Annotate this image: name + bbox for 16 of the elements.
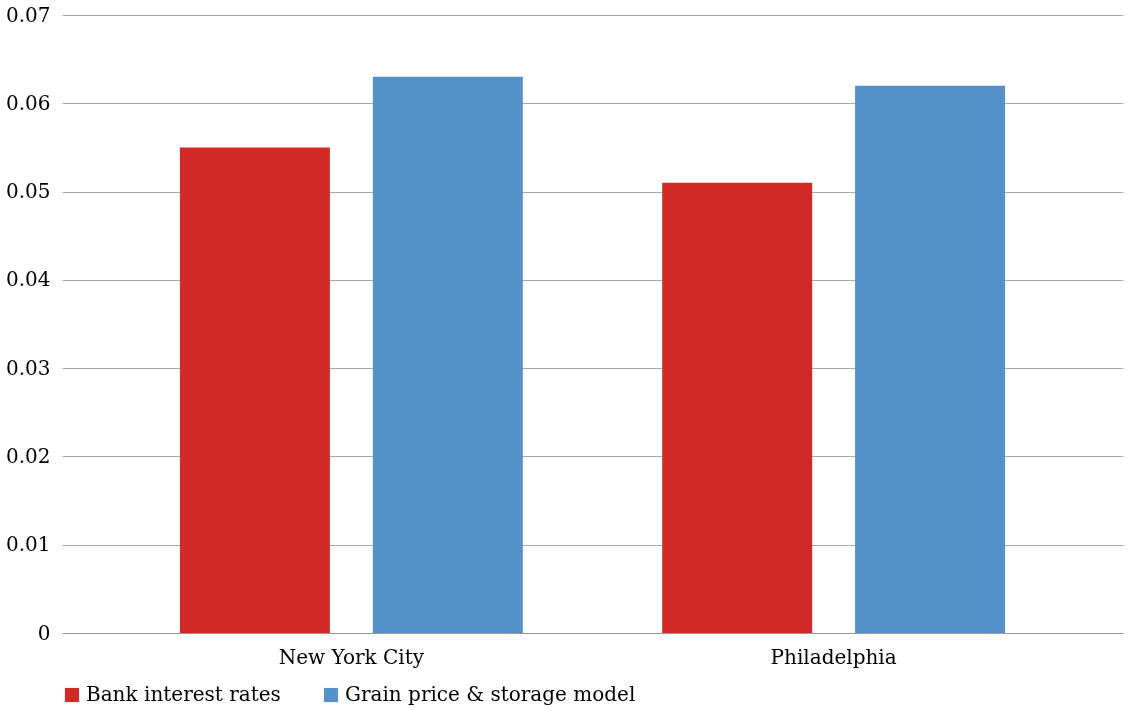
y-tick-label: 0.06	[5, 90, 51, 115]
y-tick-label: 0.05	[5, 179, 51, 204]
legend-label: Grain price & storage model	[345, 682, 636, 706]
x-tick-label: Philadelphia	[770, 644, 897, 669]
x-tick-label: New York City	[278, 644, 425, 669]
y-tick-label: 0.04	[5, 267, 51, 292]
y-tick-label: 0	[37, 620, 51, 645]
bar	[372, 76, 523, 633]
y-tick-label: 0.07	[5, 2, 51, 27]
y-tick-label: 0.02	[5, 443, 51, 468]
bar	[662, 182, 813, 633]
y-tick-label: 0.01	[5, 532, 51, 557]
bar	[179, 147, 330, 633]
legend-label: Bank interest rates	[86, 682, 281, 706]
bar	[855, 85, 1006, 633]
y-tick-label: 0.03	[5, 355, 51, 380]
